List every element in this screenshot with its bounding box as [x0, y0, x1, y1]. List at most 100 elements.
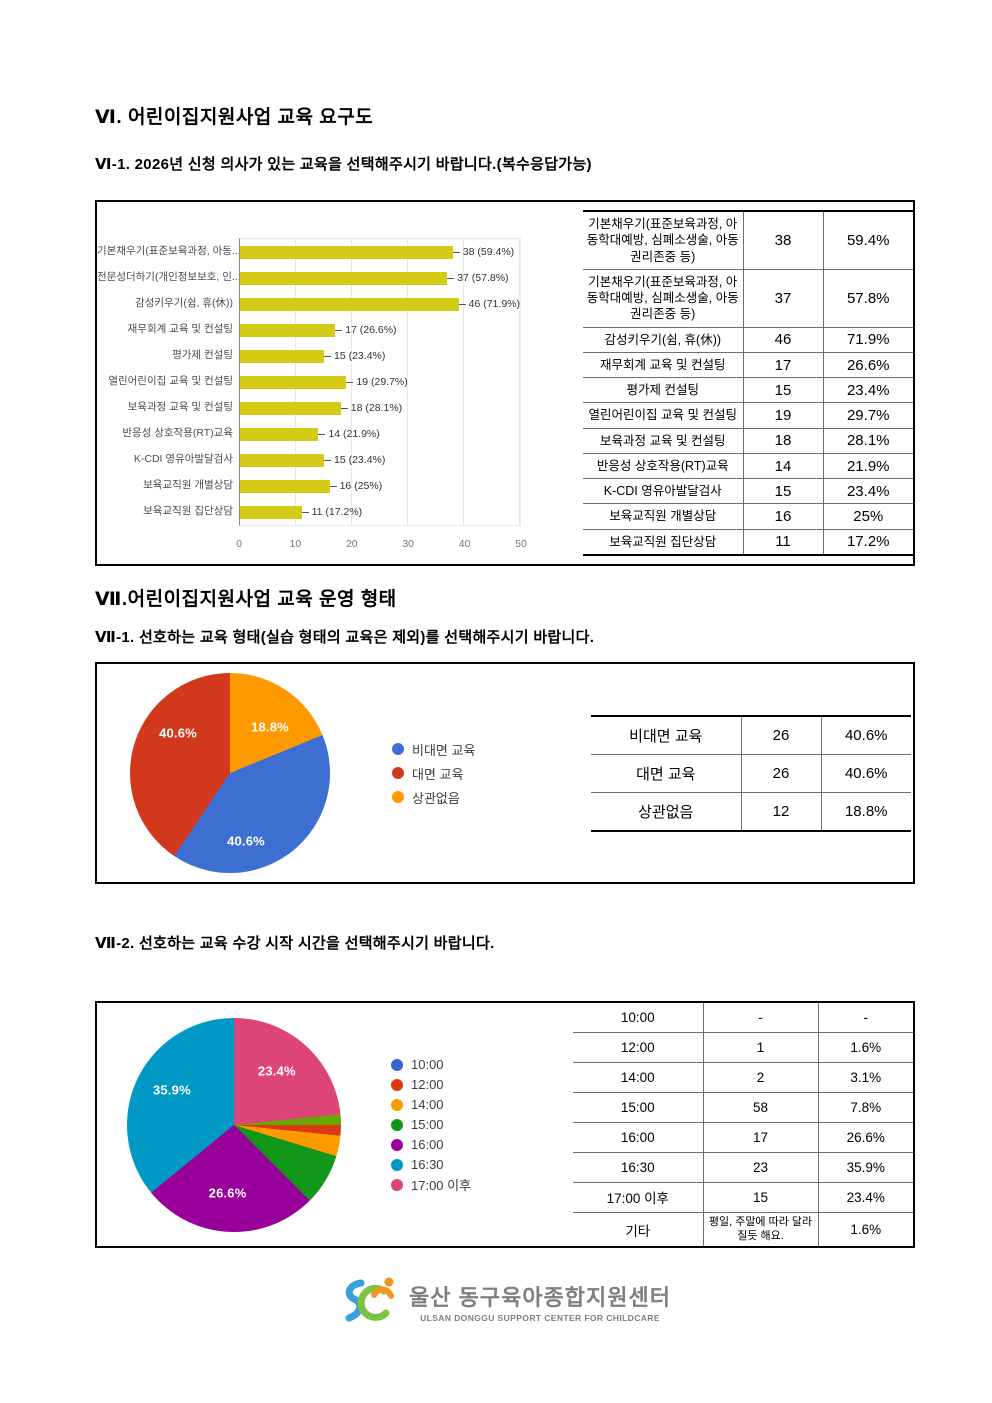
legend-color-dot-icon — [391, 1078, 403, 1091]
table-row: 열린어린이집 교육 및 컨설팅 19 29.7% — [583, 402, 913, 429]
legend-color-dot-icon — [392, 743, 404, 755]
percent-cell: - — [817, 1001, 913, 1033]
bar-chart-category-axis: 기본채우기(표준보육과정, 아동... 전문성더하기(개인정보보호, 인... 감성… — [97, 238, 241, 524]
legend-item: 16:00 — [391, 1135, 471, 1155]
legend-item: 14:00 — [391, 1095, 471, 1115]
section6-question1-title: Ⅵ-1. 2026년 신청 의사가 있는 교육을 선택해주시기 바랍니다.(복수… — [95, 156, 592, 173]
row-label-cell: 보육교직원 개별상담 — [583, 503, 743, 530]
count-cell: 38 — [742, 211, 823, 270]
bar-category-label: 보육교직원 개별상담 — [143, 479, 233, 491]
row-label-cell: 14:00 — [573, 1061, 703, 1093]
table-row: 반응성 상호작용(RT)교육 14 21.9% — [583, 452, 913, 479]
bar — [240, 453, 324, 467]
count-cell: 11 — [742, 528, 823, 555]
bar-value-label: 16 (25%) — [339, 480, 383, 492]
start-time-pie-chart: 23.4% 35.9% 26.6% — [127, 1017, 341, 1232]
section7-title: Ⅶ.어린이집지원사업 교육 운영 형태 — [95, 589, 397, 610]
legend-label: 17:00 이후 — [411, 1178, 472, 1193]
legend-item: 10:00 — [391, 1055, 471, 1075]
bar-category-label: 평가제 컨설팅 — [172, 349, 233, 361]
table-row: 17:00 이후 15 23.4% — [573, 1181, 913, 1213]
percent-cell: 28.1% — [822, 427, 913, 454]
bar-callout-line — [346, 381, 354, 383]
bar-row: 11 (17.2%) — [240, 499, 520, 525]
bar-category-label: 열린어린이집 교육 및 컨설팅 — [108, 375, 233, 387]
percent-cell: 26.6% — [822, 351, 913, 378]
row-label-cell: 비대면 교육 — [629, 727, 703, 745]
start-time-table: 10:00- -12:00 1 1.6% 14:00 2 3.1% 15:00 58 7.8% 16… — [573, 1000, 913, 1249]
legend-color-dot-icon — [391, 1118, 403, 1131]
percent-cell: 21.9% — [822, 452, 913, 479]
bar-value-label: 38 (59.4%) — [462, 246, 515, 258]
table-row: 상관없음 12 18.8% — [591, 791, 911, 831]
legend-label: 16:30 — [411, 1157, 444, 1172]
row-label-cell: 기본채우기(표준보육과정, 아동학대예방, 심폐소생술, 아동권리존중 등) — [586, 217, 739, 264]
legend-color-dot-icon — [392, 767, 404, 779]
legend-color-dot-icon — [391, 1158, 403, 1171]
section7-q1-panel: 40.6% 18.8% 40.6% 비대면 교육 대면 교육 상관없음 비대면 교육 26… — [95, 662, 915, 884]
legend-item: 15:00 — [391, 1115, 471, 1135]
bar — [240, 245, 453, 259]
row-label-cell: 10:00 — [620, 1009, 655, 1025]
education-needs-table: 기본채우기(표준보육과정, 아동학대예방, 심폐소생술, 아동권리존중 등) 38… — [583, 210, 913, 556]
count-cell: 58 — [702, 1091, 818, 1123]
percent-cell: 18.8% — [820, 791, 911, 831]
bar-category-label: 보육과정 교육 및 컨설팅 — [127, 401, 233, 413]
row-label-cell: 보육과정 교육 및 컨설팅 — [583, 427, 743, 454]
count-cell: 1 — [702, 1031, 818, 1063]
percent-cell: 1.6% — [817, 1211, 913, 1248]
table-row: 12:00 1 1.6% — [573, 1031, 913, 1063]
bar-category-label: 보육교직원 집단상담 — [143, 505, 233, 517]
footer: 울산 동구육아종합지원센터 ULSAN DONGGU SUPPORT CENTE… — [95, 1274, 915, 1328]
bar — [240, 427, 319, 441]
legend-label: 대면 교육 — [412, 766, 464, 782]
row-label-cell: 상관없음 — [591, 791, 741, 831]
table-row: 15:00 58 7.8% — [573, 1091, 913, 1123]
table-row: K-CDI 영유아발달검사 15 23.4% — [583, 478, 913, 504]
x-axis-tick-label: 50 — [515, 538, 527, 550]
percent-cell: 40.6% — [820, 715, 911, 754]
bar-row: 38 (59.4%) — [240, 239, 520, 265]
org-name-korean: 울산 동구육아종합지원센터 — [409, 1284, 671, 1310]
row-label-cell: 대면 교육 — [591, 753, 741, 792]
pie-slice-label: 23.4% — [257, 1063, 296, 1079]
bar-callout-line — [340, 407, 348, 409]
count-cell: 15 — [742, 377, 823, 403]
bar-category-label: 감성키우기(쉼, 휴(休)) — [135, 297, 233, 309]
legend-label: 16:00 — [411, 1137, 444, 1152]
section7-question1-title: Ⅶ-1. 선호하는 교육 형태(실습 형태의 교육은 제외)를 선택해주시기 바… — [95, 629, 595, 646]
bar-chart-plot-area: 38 (59.4%) 37 (57.8%) 46 (71.9%) 17 (26.6%)… — [239, 238, 521, 526]
percent-cell: 3.1% — [817, 1061, 913, 1093]
legend-label: 비대면 교육 — [412, 742, 476, 758]
education-format-table-wrap: 비대면 교육 26 40.6% 대면 교육 26 40.6% 상관없음 12 18.8% — [591, 664, 911, 882]
center-logo-icon — [345, 1277, 394, 1322]
bar-row: 46 (71.9%) — [240, 291, 520, 317]
legend-item: 17:00 이후 — [391, 1175, 471, 1195]
start-time-table-wrap: 10:00- -12:00 1 1.6% 14:00 2 3.1% 15:00 58 7.8% 16… — [573, 1000, 913, 1249]
bar-row: 18 (28.1%) — [240, 395, 520, 421]
org-name-english: ULSAN DONGGU SUPPORT CENTER FOR CHILDCAR… — [420, 1312, 660, 1323]
bar-value-label: 37 (57.8%) — [457, 272, 509, 284]
section6-q1-panel: 기본채우기(표준보육과정, 아동... 전문성더하기(개인정보보호, 인... 감성… — [95, 200, 915, 566]
percent-cell: 25% — [822, 503, 913, 530]
bar-callout-line — [324, 459, 331, 461]
pie-slice-label: 26.6% — [208, 1185, 247, 1201]
table-row: 비대면 교육 26 40.6% — [591, 715, 911, 754]
bar — [240, 323, 336, 337]
table-row: 기본채우기(표준보육과정, 아동학대예방, 심폐소생술, 아동권리존중 등) 37… — [583, 268, 913, 328]
x-axis-tick-label: 30 — [402, 538, 415, 550]
table-row: 보육과정 교육 및 컨설팅 18 28.1% — [583, 427, 913, 454]
legend-label: 14:00 — [411, 1097, 444, 1112]
legend-label: 10:00 — [411, 1057, 444, 1072]
row-label-cell: 12:00 — [573, 1031, 703, 1063]
percent-cell: 23.4% — [822, 377, 913, 403]
x-axis-tick-label: 10 — [289, 538, 302, 550]
percent-cell: 26.6% — [817, 1121, 913, 1153]
center-logo-text: 울산 동구육아종합지원센터 ULSAN DONGGU SUPPORT CENTE… — [409, 1280, 671, 1323]
start-time-legend: 10:00 12:00 14:00 15:00 16:00 16:30 17:00 이후 — [391, 1055, 471, 1195]
bar-row: 19 (29.7%) — [240, 369, 520, 395]
count-cell: 26 — [740, 715, 821, 754]
table-row: 보육교직원 집단상담 11 17.2% — [583, 528, 913, 555]
legend-item: 대면 교육 — [392, 761, 475, 785]
section6-title: Ⅵ. 어린이집지원사업 교육 요구도 — [95, 107, 374, 128]
